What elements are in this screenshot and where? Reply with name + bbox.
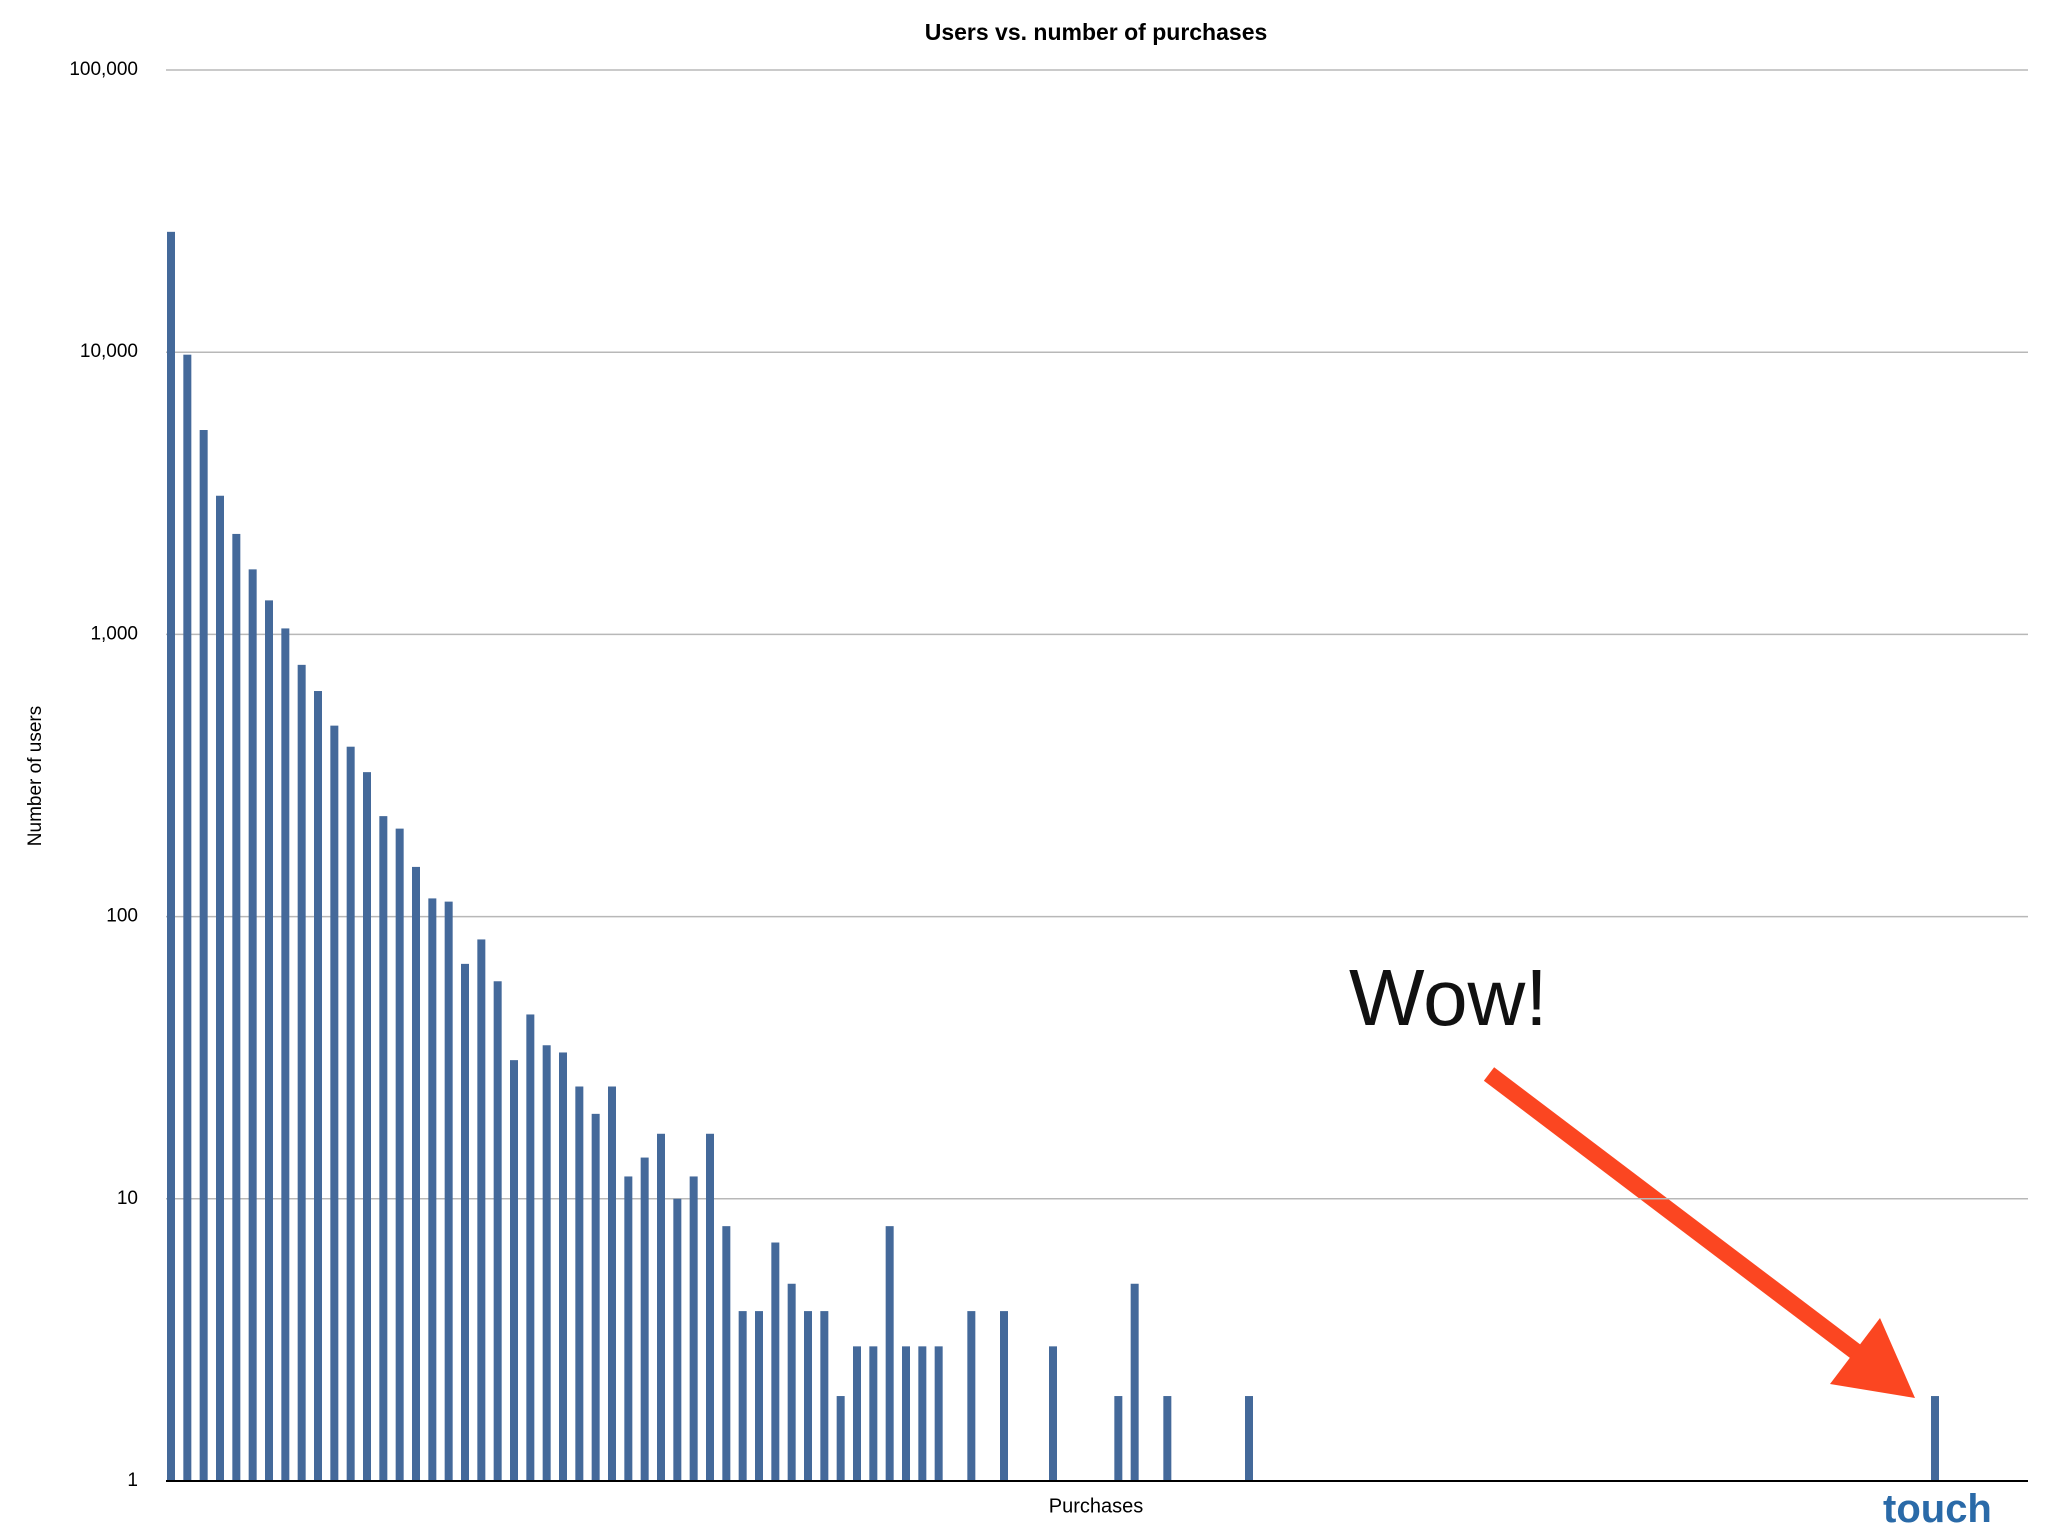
bar xyxy=(559,1052,567,1481)
bar xyxy=(1114,1396,1123,1481)
bar xyxy=(902,1346,910,1481)
bar xyxy=(853,1346,861,1481)
bar xyxy=(183,354,192,1481)
bar xyxy=(1049,1346,1057,1481)
bar xyxy=(885,1226,894,1481)
y-tick-label: 10 xyxy=(117,1188,138,1209)
bar xyxy=(379,816,388,1481)
arrow xyxy=(1483,1067,1915,1398)
bar xyxy=(575,1086,584,1481)
bar xyxy=(787,1283,796,1481)
bar xyxy=(918,1346,927,1481)
chart-title: Users vs. number of purchases xyxy=(925,19,1268,45)
bar xyxy=(722,1226,731,1481)
bar xyxy=(428,898,437,1481)
bar xyxy=(608,1086,616,1481)
bar xyxy=(297,664,306,1481)
bar xyxy=(526,1014,535,1481)
bar xyxy=(493,981,502,1481)
bar xyxy=(314,691,322,1481)
arrow-head xyxy=(1830,1318,1915,1398)
bar xyxy=(461,963,469,1481)
bar xyxy=(510,1060,518,1481)
y-tick-label: 100,000 xyxy=(69,59,138,80)
bar xyxy=(167,231,175,1482)
bar xyxy=(689,1176,698,1481)
bar xyxy=(363,772,371,1481)
bar xyxy=(1931,1396,1939,1481)
bar xyxy=(477,939,486,1481)
bar xyxy=(591,1113,600,1481)
bar xyxy=(640,1157,649,1481)
bar xyxy=(804,1311,812,1481)
bar xyxy=(265,600,273,1481)
bar xyxy=(232,533,241,1481)
bar xyxy=(934,1346,943,1481)
bar xyxy=(346,746,355,1481)
x-axis-label: Purchases xyxy=(1049,1495,1144,1517)
y-tick-label: 1,000 xyxy=(90,623,138,644)
bar xyxy=(199,430,208,1482)
bar xyxy=(281,628,290,1481)
bar xyxy=(657,1133,665,1481)
bar xyxy=(820,1311,829,1481)
y-tick-label: 100 xyxy=(106,906,138,927)
bar xyxy=(673,1198,682,1481)
bar xyxy=(738,1311,747,1481)
bar xyxy=(1163,1396,1172,1481)
bar xyxy=(1245,1396,1253,1481)
y-axis-label: Number of users xyxy=(25,706,46,846)
y-tick-label: 1 xyxy=(127,1470,138,1491)
bar xyxy=(1130,1283,1139,1481)
bar xyxy=(771,1242,780,1481)
watermark: touch xyxy=(1883,1487,1992,1531)
bar xyxy=(624,1176,633,1481)
bar xyxy=(1000,1311,1008,1481)
bar xyxy=(836,1396,845,1481)
annotation-text: Wow! xyxy=(1349,953,1548,1042)
y-tick-label: 10,000 xyxy=(80,341,138,362)
bar xyxy=(755,1311,763,1481)
bar xyxy=(706,1133,714,1481)
bar xyxy=(542,1045,551,1481)
bar xyxy=(248,569,257,1481)
bar xyxy=(444,901,453,1481)
bar xyxy=(869,1346,878,1481)
bar xyxy=(395,828,404,1481)
bar xyxy=(216,495,224,1481)
bar xyxy=(412,866,420,1481)
bar xyxy=(330,725,339,1481)
bar xyxy=(967,1311,976,1481)
arrow-shaft xyxy=(1483,1067,1878,1371)
